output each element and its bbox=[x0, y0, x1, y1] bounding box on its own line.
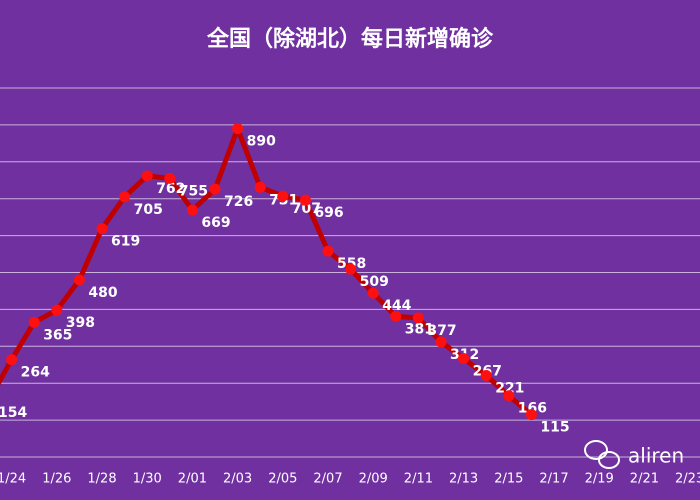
data-label: 619 bbox=[111, 234, 140, 250]
data-point bbox=[119, 191, 131, 203]
x-tick-label: 1/28 bbox=[87, 472, 116, 487]
data-point bbox=[141, 170, 153, 182]
x-tick-label: 1/30 bbox=[133, 472, 162, 487]
x-tick-label: 2/21 bbox=[630, 472, 659, 487]
data-label: 707 bbox=[292, 201, 321, 217]
data-point bbox=[6, 354, 18, 366]
data-label: 221 bbox=[495, 380, 524, 396]
data-point bbox=[367, 287, 379, 299]
data-point bbox=[209, 183, 221, 195]
data-label: 381 bbox=[405, 321, 434, 337]
data-point bbox=[96, 223, 108, 235]
data-label: 509 bbox=[360, 274, 389, 290]
data-label: 444 bbox=[382, 298, 411, 314]
data-label: 762 bbox=[156, 181, 185, 197]
x-tick-label: 1/26 bbox=[42, 472, 71, 487]
x-tick-label: 2/05 bbox=[268, 472, 297, 487]
data-point bbox=[412, 312, 424, 324]
data-label: 726 bbox=[224, 194, 253, 210]
watermark-icon bbox=[584, 440, 620, 469]
data-label: 166 bbox=[518, 401, 547, 417]
chart-title: 全国（除湖北）每日新增确诊 bbox=[206, 26, 494, 52]
x-tick-label: 2/23 bbox=[675, 472, 700, 487]
data-label: 377 bbox=[427, 323, 456, 339]
data-label: 696 bbox=[314, 205, 343, 221]
data-label: 480 bbox=[88, 285, 117, 301]
data-point bbox=[345, 263, 357, 275]
x-tick-label: 2/19 bbox=[585, 472, 614, 487]
data-point bbox=[299, 194, 311, 206]
data-label: 669 bbox=[201, 215, 230, 231]
data-point bbox=[503, 390, 515, 402]
data-label: 398 bbox=[66, 315, 95, 331]
x-tick-label: 2/07 bbox=[313, 472, 342, 487]
data-point bbox=[28, 316, 40, 328]
data-point bbox=[254, 181, 266, 193]
data-point bbox=[435, 336, 447, 348]
data-point bbox=[164, 172, 176, 184]
data-point bbox=[480, 369, 492, 381]
data-label: 755 bbox=[179, 183, 208, 199]
data-point bbox=[51, 304, 63, 316]
data-point bbox=[458, 352, 470, 364]
data-point bbox=[390, 310, 402, 322]
data-label: 154 bbox=[0, 405, 27, 421]
data-point bbox=[322, 245, 334, 257]
watermark: aliren bbox=[628, 444, 684, 468]
x-tick-label: 2/09 bbox=[359, 472, 388, 487]
data-label: 705 bbox=[134, 202, 163, 218]
data-point bbox=[232, 123, 244, 135]
data-label: 115 bbox=[540, 420, 569, 436]
data-label: 264 bbox=[21, 365, 50, 381]
data-point bbox=[73, 274, 85, 286]
data-label: 365 bbox=[43, 327, 72, 343]
data-point bbox=[186, 204, 198, 216]
x-tick-label: 2/11 bbox=[404, 472, 433, 487]
x-tick-label: 2/01 bbox=[178, 472, 207, 487]
data-point bbox=[525, 409, 537, 421]
x-tick-label: 2/13 bbox=[449, 472, 478, 487]
data-point bbox=[277, 190, 289, 202]
x-tick-label: 2/15 bbox=[494, 472, 523, 487]
x-tick-label: 2/03 bbox=[223, 472, 252, 487]
data-label: 890 bbox=[247, 134, 276, 150]
x-tick-label: 2/17 bbox=[539, 472, 568, 487]
x-tick-label: 1/24 bbox=[0, 472, 26, 487]
